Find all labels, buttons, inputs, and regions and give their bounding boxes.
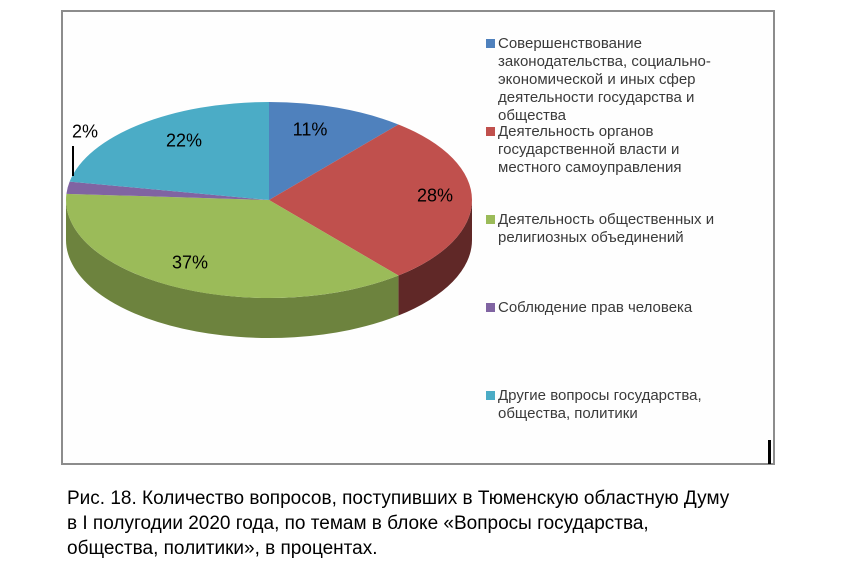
legend-item-5: Другие вопросы государства, общества, по… bbox=[486, 387, 702, 423]
data-label-slice-3: 37% bbox=[171, 252, 209, 273]
text-cursor bbox=[768, 440, 771, 464]
pie-slice-3 bbox=[65, 193, 399, 298]
legend-swatch-red bbox=[486, 127, 495, 136]
legend-swatch-green bbox=[486, 215, 495, 224]
legend-item-3: Деятельность общественных и религиозных … bbox=[486, 211, 714, 247]
chart-figure[interactable]: 11% 28% 37% 2% 22% Совершенствование зак… bbox=[61, 10, 775, 465]
data-label-slice-2: 28% bbox=[416, 185, 454, 206]
leader-line-slice-4 bbox=[72, 146, 74, 176]
pie-slice-5 bbox=[69, 102, 269, 200]
legend-label: Деятельность общественных и религиозных … bbox=[498, 211, 715, 246]
legend-item-1: Совершенствование законодательства, соци… bbox=[486, 35, 711, 125]
chart-legend: Совершенствование законодательства, соци… bbox=[486, 12, 771, 463]
legend-item-2: Деятельность органов государственной вла… bbox=[486, 123, 681, 177]
legend-item-4: Соблюдение прав человека bbox=[486, 299, 692, 317]
pie-slice-1 bbox=[269, 102, 399, 200]
legend-label: Соблюдение прав человека bbox=[498, 299, 693, 316]
legend-swatch-blue bbox=[486, 39, 495, 48]
legend-label: Деятельность органов государственной вла… bbox=[498, 123, 682, 176]
pie-wall-2 bbox=[398, 200, 472, 316]
pie-slice-2 bbox=[269, 124, 472, 276]
pie-wall-3 bbox=[66, 200, 399, 338]
data-label-slice-4: 2% bbox=[71, 121, 99, 142]
data-label-slice-5: 22% bbox=[165, 130, 203, 151]
legend-swatch-cyan bbox=[486, 391, 495, 400]
pie-chart-3d bbox=[65, 102, 472, 338]
legend-label: Совершенствование законодательства, соци… bbox=[498, 35, 711, 124]
pie-slice-4 bbox=[66, 181, 269, 200]
legend-label: Другие вопросы государства, общества, по… bbox=[498, 387, 702, 422]
data-label-slice-1: 11% bbox=[292, 119, 328, 140]
legend-swatch-purple bbox=[486, 303, 495, 312]
figure-caption: Рис. 18. Количество вопросов, поступивши… bbox=[67, 488, 730, 559]
